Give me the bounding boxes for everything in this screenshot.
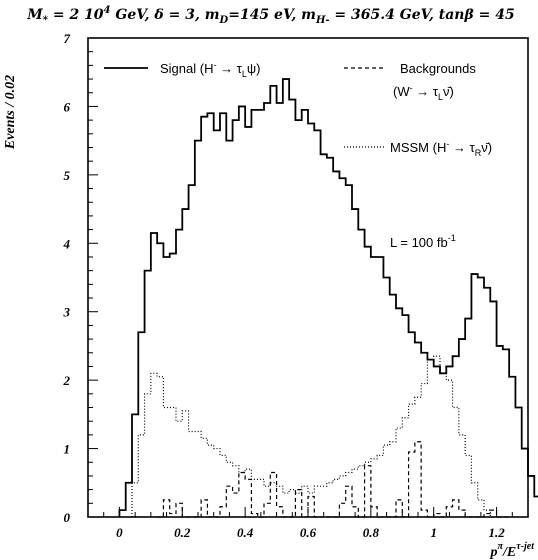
y-tick-label: 1 xyxy=(64,442,71,457)
legend: Signal (H- → τLψ) Backgrounds (W- → τLν̄… xyxy=(104,60,492,250)
axis-tick-labels: 0 0.2 0.4 0.6 0.8 1 1.2 0 1 2 3 4 5 6 7 xyxy=(63,31,506,540)
x-tick-label: 0.8 xyxy=(363,525,380,540)
x-tick-label: 1 xyxy=(430,525,437,540)
x-tick-label: 0.4 xyxy=(237,525,254,540)
y-tick-label: 4 xyxy=(63,236,71,251)
y-tick-label: 7 xyxy=(64,31,71,46)
y-tick-label: 3 xyxy=(63,305,71,320)
legend-backgrounds-label-line2: (W- → τLν̄) xyxy=(393,83,454,102)
axis-ticks xyxy=(87,37,529,518)
x-axis-label: pπ/Eτ-jet xyxy=(490,541,536,560)
legend-backgrounds-label: Backgrounds xyxy=(400,61,476,76)
series-signal-histogram xyxy=(118,78,538,517)
legend-mssm-label: MSSM (H- → τRν̄) xyxy=(390,139,492,158)
chart-title: M* = 2 104 GeV, δ = 3, mD=145 eV, mH- = … xyxy=(26,5,515,26)
x-tick-label: 1.2 xyxy=(488,525,505,540)
y-tick-label: 2 xyxy=(63,373,71,388)
series-layer xyxy=(118,78,538,518)
x-tick-label: 0.6 xyxy=(300,525,317,540)
y-tick-label: 5 xyxy=(64,168,71,183)
series-backgrounds-histogram xyxy=(157,441,510,518)
x-tick-label: 0.2 xyxy=(174,525,191,540)
legend-signal-label: Signal (H- → τLψ) xyxy=(160,60,260,79)
x-tick-label: 0 xyxy=(116,525,123,540)
luminosity-label: L = 100 fb-1 xyxy=(390,233,456,250)
y-tick-label: 0 xyxy=(64,510,71,525)
series-mssm-histogram xyxy=(131,355,497,518)
y-tick-label: 6 xyxy=(64,99,71,114)
y-axis-label: Events / 0.02 xyxy=(3,75,18,150)
